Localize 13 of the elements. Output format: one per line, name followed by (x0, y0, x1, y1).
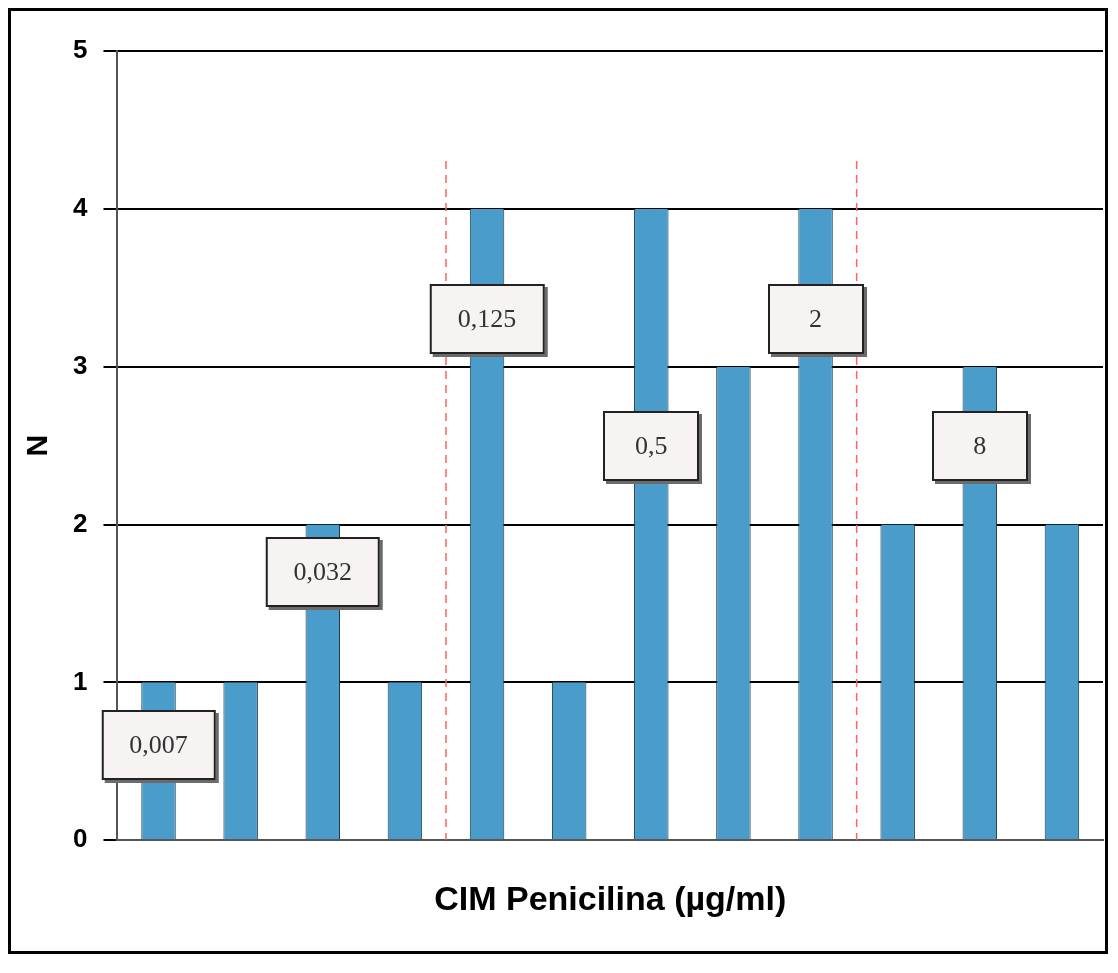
x-tick-label: 0,125 (429, 284, 545, 355)
x-axis-title: CIM Penicilina (µg/ml) (434, 878, 787, 917)
y-tick-label: 3 (72, 349, 88, 380)
x-tick-label: 0,007 (101, 710, 216, 781)
y-axis-title: N (20, 434, 54, 457)
y-tick-label: 4 (72, 192, 88, 223)
x-tick-label: 0,5 (603, 410, 700, 481)
x-tick-label: 0,032 (265, 536, 381, 607)
y-tick-label: 2 (72, 507, 88, 538)
x-tick-label: 8 (931, 410, 1028, 481)
y-tick-label: 0 (72, 823, 88, 854)
y-tick-label: 5 (72, 34, 88, 65)
y-tick-label: 1 (72, 665, 88, 696)
